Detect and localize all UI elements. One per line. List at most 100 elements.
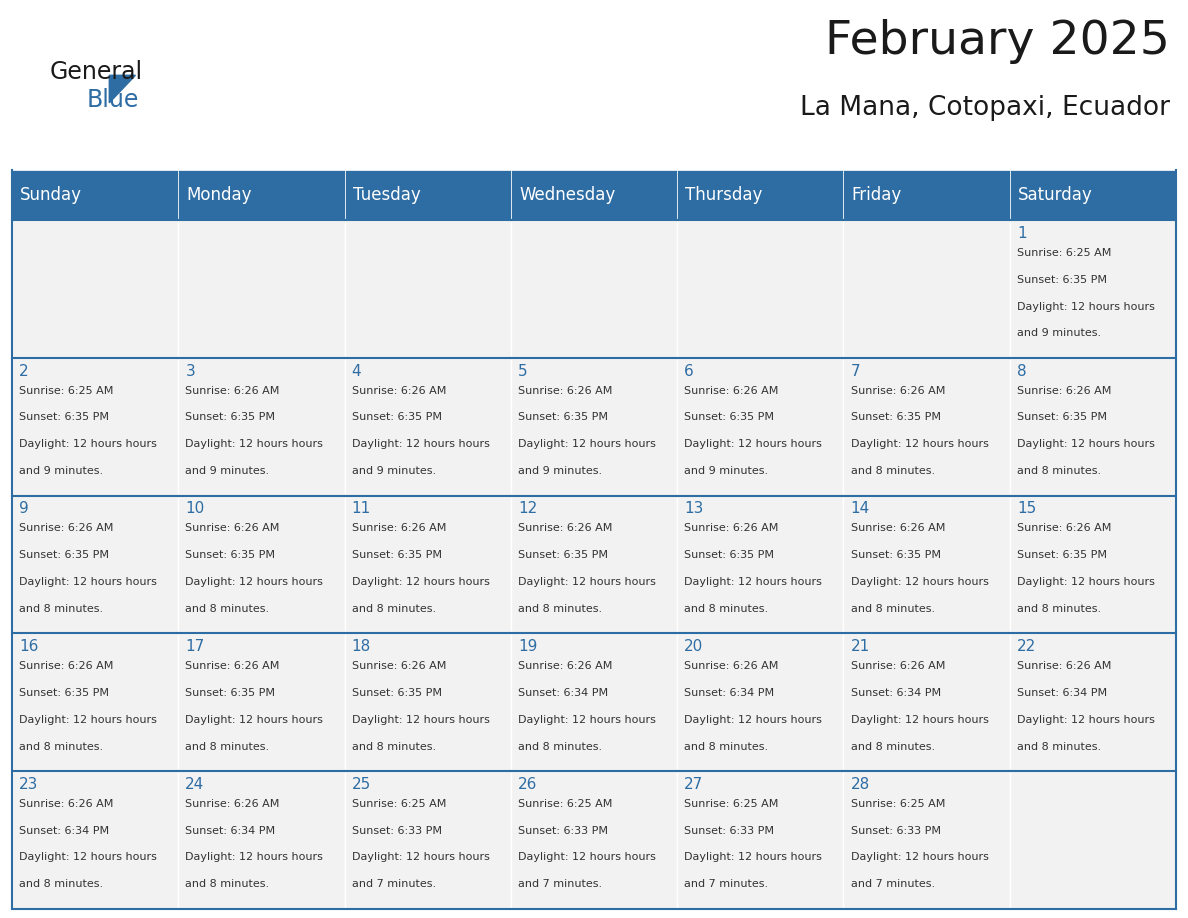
Text: Sunset: 6:35 PM: Sunset: 6:35 PM (518, 412, 608, 422)
Text: and 8 minutes.: and 8 minutes. (851, 604, 935, 614)
Text: and 9 minutes.: and 9 minutes. (1017, 329, 1101, 339)
Text: Sunset: 6:34 PM: Sunset: 6:34 PM (851, 688, 941, 698)
Text: 14: 14 (851, 501, 870, 516)
Text: Sunset: 6:34 PM: Sunset: 6:34 PM (185, 825, 276, 835)
Bar (843, 220, 1010, 358)
Text: and 8 minutes.: and 8 minutes. (185, 604, 270, 614)
Bar (511, 633, 677, 771)
Bar (677, 496, 843, 633)
Text: Sunrise: 6:26 AM: Sunrise: 6:26 AM (352, 661, 446, 671)
Text: Sunset: 6:35 PM: Sunset: 6:35 PM (1017, 274, 1107, 285)
Bar (12, 170, 178, 220)
Text: and 8 minutes.: and 8 minutes. (19, 742, 103, 752)
Bar (677, 170, 843, 220)
Text: Daylight: 12 hours hours: Daylight: 12 hours hours (851, 852, 988, 862)
Text: Daylight: 12 hours hours: Daylight: 12 hours hours (851, 577, 988, 587)
Bar (1010, 771, 1176, 909)
Text: Sunrise: 6:25 AM: Sunrise: 6:25 AM (1017, 248, 1111, 258)
Text: Sunday: Sunday (20, 186, 82, 204)
Text: 12: 12 (518, 501, 537, 516)
Text: Sunset: 6:35 PM: Sunset: 6:35 PM (518, 550, 608, 560)
Text: Sunset: 6:35 PM: Sunset: 6:35 PM (185, 688, 276, 698)
Text: Sunrise: 6:26 AM: Sunrise: 6:26 AM (19, 799, 113, 809)
Text: Sunset: 6:35 PM: Sunset: 6:35 PM (851, 412, 941, 422)
Text: Sunrise: 6:26 AM: Sunrise: 6:26 AM (185, 799, 279, 809)
Text: Thursday: Thursday (685, 186, 763, 204)
Text: Sunrise: 6:26 AM: Sunrise: 6:26 AM (19, 523, 113, 533)
Text: Monday: Monday (187, 186, 252, 204)
Text: Sunset: 6:35 PM: Sunset: 6:35 PM (352, 550, 442, 560)
Text: Daylight: 12 hours hours: Daylight: 12 hours hours (518, 577, 656, 587)
Text: Sunset: 6:35 PM: Sunset: 6:35 PM (19, 412, 109, 422)
Text: 18: 18 (352, 639, 371, 654)
Text: and 8 minutes.: and 8 minutes. (684, 742, 769, 752)
Text: Daylight: 12 hours hours: Daylight: 12 hours hours (1017, 301, 1155, 311)
Text: and 8 minutes.: and 8 minutes. (1017, 604, 1101, 614)
Text: Sunset: 6:33 PM: Sunset: 6:33 PM (352, 825, 442, 835)
Text: Sunset: 6:34 PM: Sunset: 6:34 PM (1017, 688, 1107, 698)
Text: Daylight: 12 hours hours: Daylight: 12 hours hours (185, 440, 323, 449)
Bar (677, 633, 843, 771)
Text: 6: 6 (684, 364, 694, 378)
Text: and 8 minutes.: and 8 minutes. (19, 604, 103, 614)
Text: Sunset: 6:34 PM: Sunset: 6:34 PM (19, 825, 109, 835)
Text: Sunrise: 6:25 AM: Sunrise: 6:25 AM (19, 386, 113, 396)
Bar (12, 771, 178, 909)
Bar (345, 633, 511, 771)
Text: Sunset: 6:35 PM: Sunset: 6:35 PM (185, 412, 276, 422)
Text: Blue: Blue (87, 88, 139, 112)
Text: Sunrise: 6:26 AM: Sunrise: 6:26 AM (851, 523, 944, 533)
Text: Sunrise: 6:26 AM: Sunrise: 6:26 AM (684, 661, 778, 671)
Bar (1010, 633, 1176, 771)
Text: Sunrise: 6:26 AM: Sunrise: 6:26 AM (185, 523, 279, 533)
Text: and 8 minutes.: and 8 minutes. (851, 742, 935, 752)
Text: General: General (50, 61, 143, 84)
Text: and 9 minutes.: and 9 minutes. (352, 466, 436, 476)
Text: Daylight: 12 hours hours: Daylight: 12 hours hours (518, 440, 656, 449)
Text: and 8 minutes.: and 8 minutes. (185, 742, 270, 752)
Bar (178, 496, 345, 633)
Bar (178, 358, 345, 496)
Text: Sunrise: 6:25 AM: Sunrise: 6:25 AM (518, 799, 612, 809)
Text: Daylight: 12 hours hours: Daylight: 12 hours hours (684, 714, 822, 724)
Text: Daylight: 12 hours hours: Daylight: 12 hours hours (518, 852, 656, 862)
Text: 1: 1 (1017, 226, 1026, 241)
Bar (511, 170, 677, 220)
Text: 22: 22 (1017, 639, 1036, 654)
Text: and 8 minutes.: and 8 minutes. (19, 879, 103, 890)
Text: and 9 minutes.: and 9 minutes. (518, 466, 602, 476)
Bar (178, 170, 345, 220)
Bar (677, 358, 843, 496)
Text: Sunrise: 6:26 AM: Sunrise: 6:26 AM (684, 386, 778, 396)
Text: Sunset: 6:33 PM: Sunset: 6:33 PM (684, 825, 775, 835)
Text: Daylight: 12 hours hours: Daylight: 12 hours hours (352, 440, 489, 449)
Text: and 9 minutes.: and 9 minutes. (684, 466, 769, 476)
Text: Sunrise: 6:26 AM: Sunrise: 6:26 AM (518, 386, 612, 396)
Text: Saturday: Saturday (1018, 186, 1093, 204)
Bar (843, 170, 1010, 220)
Text: Sunrise: 6:26 AM: Sunrise: 6:26 AM (518, 523, 612, 533)
Text: Daylight: 12 hours hours: Daylight: 12 hours hours (684, 440, 822, 449)
Bar (511, 220, 677, 358)
Bar (178, 633, 345, 771)
Text: Sunrise: 6:26 AM: Sunrise: 6:26 AM (19, 661, 113, 671)
Text: Sunrise: 6:26 AM: Sunrise: 6:26 AM (1017, 523, 1111, 533)
Bar (178, 220, 345, 358)
Text: 16: 16 (19, 639, 38, 654)
Text: 24: 24 (185, 777, 204, 791)
Text: Sunrise: 6:26 AM: Sunrise: 6:26 AM (851, 386, 944, 396)
Text: Sunrise: 6:26 AM: Sunrise: 6:26 AM (1017, 661, 1111, 671)
Text: Wednesday: Wednesday (519, 186, 615, 204)
Text: 21: 21 (851, 639, 870, 654)
Text: 11: 11 (352, 501, 371, 516)
Text: Sunrise: 6:26 AM: Sunrise: 6:26 AM (851, 661, 944, 671)
Text: Daylight: 12 hours hours: Daylight: 12 hours hours (352, 577, 489, 587)
Bar (345, 771, 511, 909)
Bar (12, 633, 178, 771)
Text: Daylight: 12 hours hours: Daylight: 12 hours hours (185, 852, 323, 862)
Text: and 8 minutes.: and 8 minutes. (518, 742, 602, 752)
Text: Sunset: 6:35 PM: Sunset: 6:35 PM (352, 412, 442, 422)
Text: and 7 minutes.: and 7 minutes. (518, 879, 602, 890)
Text: Sunset: 6:35 PM: Sunset: 6:35 PM (185, 550, 276, 560)
Text: Sunset: 6:35 PM: Sunset: 6:35 PM (352, 688, 442, 698)
